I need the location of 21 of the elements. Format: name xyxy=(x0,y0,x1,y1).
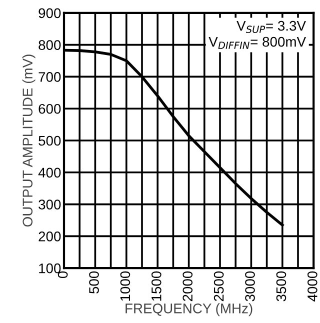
y-tick-label: 300 xyxy=(38,200,61,210)
y-tick-label: 400 xyxy=(38,168,61,178)
y-tick-label: 800 xyxy=(38,40,61,50)
x-tick-label: 2500 xyxy=(214,271,224,302)
x-tick-label: 500 xyxy=(89,271,99,294)
y-tick-label: 100 xyxy=(39,263,61,274)
y-tick-label: 700 xyxy=(38,72,61,82)
x-axis-title: FREQUENCY (MHz) xyxy=(126,303,252,316)
y-tick-label: 900 xyxy=(38,8,61,18)
x-tick-label: 0 xyxy=(58,271,68,278)
x-tick-label: 4000 xyxy=(307,271,318,302)
x-tick-label: 2000 xyxy=(182,271,193,302)
x-tick-label: 3000 xyxy=(245,271,255,302)
y-tick-label: 600 xyxy=(38,104,61,114)
text: V$_{SUP}$= 3.3V V$_{DIFFIN}$= 800mV xyxy=(208,20,306,49)
x-tick-label: 1500 xyxy=(151,271,162,301)
x-tick-label: 1000 xyxy=(120,271,130,301)
y-tick-label: 500 xyxy=(38,136,61,146)
y-axis-title: OUTPUT AMPLITUDE (mV) xyxy=(22,54,36,227)
y-tick-label: 200 xyxy=(38,232,61,242)
x-tick-label: 3500 xyxy=(276,271,286,302)
